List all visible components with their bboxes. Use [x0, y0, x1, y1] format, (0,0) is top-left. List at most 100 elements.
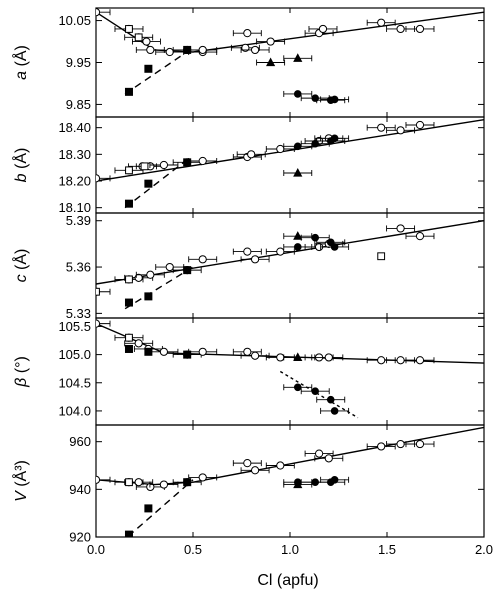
y-tick-label: 104.5 — [58, 375, 91, 390]
filled-square-point — [144, 504, 153, 513]
open-circle-point — [396, 439, 405, 449]
x-tick-label: 2.0 — [475, 542, 493, 557]
panels-group: 9.85 9.95 10.05 a (Å) 18.10 18.20 18.30 18.40 b … — [11, 7, 493, 557]
x-tick-label: 0.5 — [184, 542, 202, 557]
open-circle-point — [134, 339, 143, 348]
y-axis-title-unit: (°) — [13, 356, 30, 378]
x-axis-title: Cl (apfu) — [257, 572, 318, 589]
panel-frame — [95, 317, 485, 426]
y-axis-title: V (Å³) — [11, 460, 30, 502]
y-axis-title-symbol: c — [13, 274, 30, 282]
filled-triangle-point — [293, 231, 303, 240]
y-tick-label: 105.0 — [58, 347, 91, 362]
filled-square-point — [183, 158, 192, 167]
open-circle-point — [415, 232, 425, 241]
filled-circle-point — [330, 407, 339, 415]
filled-circle-point — [311, 94, 320, 102]
open-circle-point — [377, 123, 386, 132]
panel-frame — [95, 7, 485, 118]
filled-circle-point — [330, 95, 339, 104]
open-circle-point — [377, 18, 386, 27]
y-tick-label: 18.20 — [58, 174, 91, 189]
fit-line-dashed — [124, 47, 194, 95]
panel-b: 18.10 18.20 18.30 18.40 b (Å) — [11, 116, 485, 215]
y-tick-label: 105.5 — [58, 319, 91, 334]
filled-circle-point — [293, 142, 302, 151]
y-tick-label: 9.95 — [66, 55, 91, 70]
open-circle-point — [198, 156, 207, 166]
y-axis-title-symbol: β — [13, 378, 30, 388]
panel-frame — [95, 212, 485, 319]
filled-square-point — [144, 292, 153, 301]
y-tick-label: 920 — [69, 530, 91, 545]
open-circle-point — [96, 319, 101, 328]
plot-area — [96, 220, 484, 310]
y-axis-title-unit: (Å) — [11, 249, 30, 275]
filled-circle-point — [326, 395, 335, 404]
y-axis-title: β (°) — [13, 356, 30, 388]
filled-circle-point — [311, 387, 320, 396]
filled-triangle-point — [293, 479, 303, 489]
y-tick-label: 9.85 — [66, 97, 91, 112]
filled-triangle-point — [293, 168, 303, 177]
open-circle-point — [198, 255, 207, 264]
y-axis-title: a (Å) — [11, 45, 30, 80]
fit-line-solid — [96, 220, 484, 285]
open-circle-point — [96, 174, 101, 183]
open-circle-point — [247, 150, 256, 159]
filled-square-point — [124, 344, 133, 353]
panel-a: 9.85 9.95 10.05 a (Å) — [11, 7, 485, 118]
filled-square-point — [124, 199, 133, 208]
open-circle-point — [415, 439, 425, 449]
open-circle-point — [243, 29, 252, 38]
fit-line-dashed — [124, 266, 194, 310]
filled-circle-point — [311, 233, 320, 242]
open-square-point — [125, 166, 133, 175]
filled-circle-point — [330, 476, 339, 484]
x-tick-label: 1.0 — [281, 542, 299, 557]
open-circle-point — [415, 120, 425, 130]
y-axis-title-unit: (Å) — [11, 45, 30, 71]
fit-line-solid — [96, 119, 484, 182]
open-circle-point — [146, 45, 155, 55]
open-square-point — [96, 287, 100, 296]
filled-square-point — [144, 347, 153, 356]
open-square-point — [125, 25, 133, 33]
open-circle-point — [266, 37, 275, 46]
open-circle-point — [377, 356, 386, 365]
open-circle-point — [134, 273, 143, 282]
plot-area — [96, 426, 484, 537]
panel-c: 5.33 5.36 5.39 c (Å) — [11, 212, 485, 321]
open-circle-point — [165, 262, 174, 272]
y-axis-title: b (Å) — [11, 148, 30, 183]
filled-circle-point — [330, 243, 339, 251]
open-square-point — [125, 478, 133, 487]
open-square-point — [377, 252, 386, 261]
filled-square-point — [144, 64, 153, 73]
x-tick-label: 0.0 — [87, 542, 105, 557]
plot-area — [96, 319, 484, 419]
open-square-point — [134, 33, 143, 42]
y-axis-title-unit: (Å³) — [11, 460, 30, 491]
open-circle-point — [165, 47, 174, 57]
panel-V: 920 940 960 0.0 0.5 1.0 1.5 2.0 V (Å³) — [11, 424, 493, 557]
open-circle-point — [276, 144, 285, 154]
y-tick-label: 940 — [69, 482, 91, 497]
open-circle-point — [198, 473, 207, 482]
open-circle-point — [159, 160, 168, 170]
open-circle-point — [250, 255, 260, 264]
open-circle-point — [159, 347, 168, 356]
open-square-point — [140, 162, 149, 171]
open-circle-point — [415, 356, 425, 365]
open-circle-point — [146, 270, 155, 279]
open-circle-point — [250, 351, 260, 360]
y-axis-title-unit: (Å) — [11, 148, 30, 174]
y-axis-title-symbol: V — [13, 490, 30, 502]
panel-frame — [95, 424, 485, 538]
y-tick-label: 18.10 — [58, 200, 91, 215]
y-tick-label: 5.33 — [66, 306, 91, 321]
y-tick-label: 104.0 — [58, 403, 91, 418]
fit-line-dashed — [124, 159, 188, 209]
filled-square-point — [183, 350, 192, 359]
